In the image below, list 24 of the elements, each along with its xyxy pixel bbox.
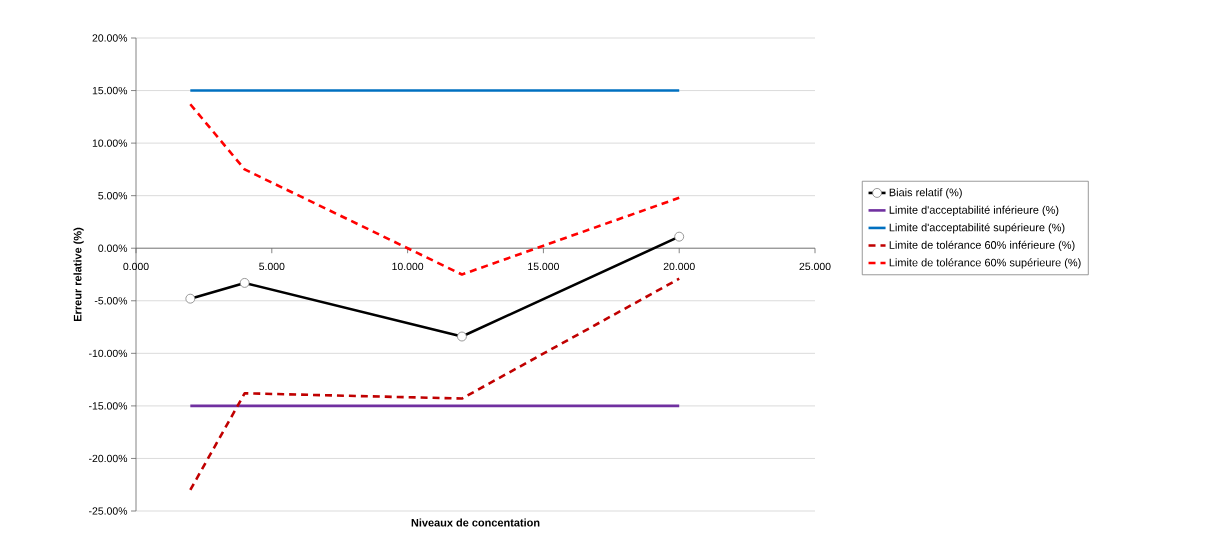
x-tick-label: 10.000 (392, 262, 424, 271)
legend-label: Limite de tolérance 60% supérieure (%) (889, 258, 1081, 269)
y-tick-label: -20.00% (89, 454, 128, 463)
y-tick-label: 10.00% (92, 139, 128, 147)
x-tick-label: 25.000 (799, 262, 831, 271)
legend-label: Biais relatif (%) (889, 188, 962, 199)
legend-label: Limite d'acceptabilité inférieure (%) (889, 205, 1059, 216)
x-tick-label: 15.000 (528, 262, 559, 271)
x-tick-label: 0.000 (123, 262, 149, 271)
line-series (189, 277, 681, 492)
y-tick-label: -10.00% (89, 349, 128, 358)
y-tick-label: 15.00% (92, 86, 128, 95)
x-tick-label: 20.000 (663, 262, 695, 271)
legend-label: Limite d'acceptabilité supérieure (%) (889, 223, 1065, 234)
y-tick-label: -15.00% (89, 402, 128, 410)
y-tick-label: 5.00% (98, 191, 128, 200)
legend-label: Limite de tolérance 60% inférieure (%) (889, 240, 1075, 252)
y-tick-label: 0.00% (98, 244, 128, 252)
y-tick-label: 20.00% (92, 34, 128, 42)
y-axis-title: Erreur relative (%) (73, 227, 84, 321)
x-tick-label: 5.000 (259, 262, 285, 271)
x-axis-title: Niveaux de concentation (411, 518, 540, 527)
y-tick-label: -25.00% (89, 507, 128, 515)
y-tick-label: -5.00% (94, 297, 128, 305)
